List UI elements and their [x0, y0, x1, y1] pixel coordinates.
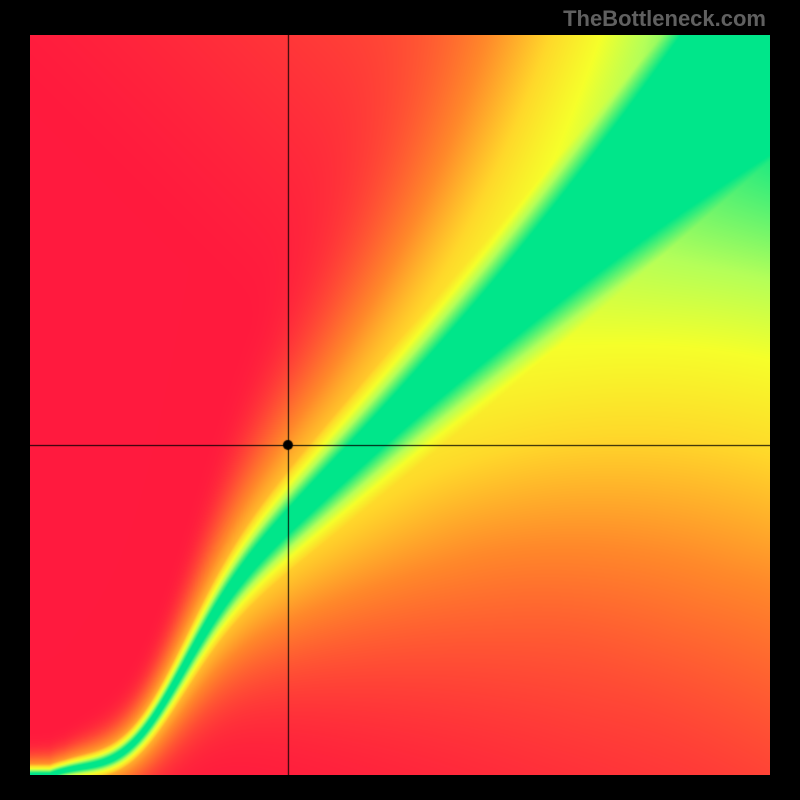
watermark-text: TheBottleneck.com	[563, 6, 766, 32]
page: TheBottleneck.com	[0, 0, 800, 800]
bottleneck-heatmap	[30, 35, 770, 775]
